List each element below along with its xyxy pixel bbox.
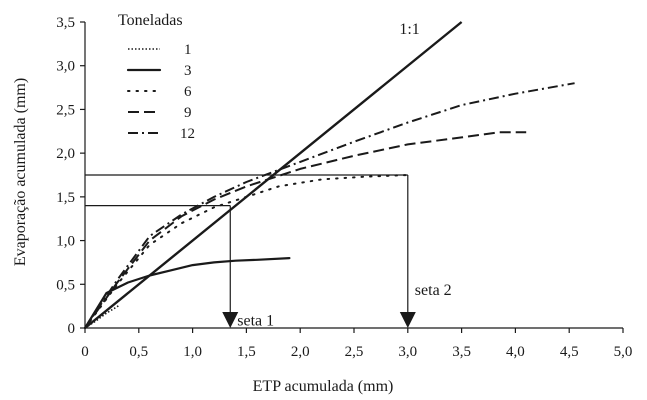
legend-label-6: 6	[184, 84, 192, 100]
legend-label-3: 3	[184, 63, 192, 79]
legend-label-12: 12	[180, 126, 195, 142]
legend-label-1: 1	[184, 42, 192, 58]
y-tick-label: 1,5	[56, 190, 75, 206]
legend-label-9: 9	[184, 105, 192, 121]
x-tick-label: 3,5	[452, 344, 471, 360]
annotation-seta-1-arrowhead	[222, 312, 238, 328]
x-ticks: 0 0,5 1,0 1,5 2,0 2,5 3,0 3,5 4,0 4,5 5,0	[81, 328, 632, 360]
annotation-seta-2-arrowhead	[400, 312, 416, 328]
annotation-seta-1-label: seta 1	[237, 313, 274, 330]
y-tick-label: 3,0	[56, 59, 75, 75]
x-tick-label: 0	[81, 344, 89, 360]
y-ticks: 0 0,5 1,0 1,5 2,0 2,5 3,0 3,5	[56, 15, 85, 337]
reference-line-label: 1:1	[399, 21, 419, 38]
legend-items: 1 3 6 9 12	[128, 42, 195, 142]
series-line-9	[85, 132, 526, 328]
y-tick-label: 0	[68, 321, 76, 337]
y-tick-label: 2,0	[56, 146, 75, 162]
annotation-seta-2: seta 2	[85, 175, 452, 328]
x-tick-label: 2,5	[345, 344, 364, 360]
x-axis-title: ETP acumulada (mm)	[253, 378, 394, 395]
y-tick-label: 2,5	[56, 102, 75, 118]
x-tick-label: 1,5	[237, 344, 256, 360]
annotations: seta 1 seta 2	[85, 175, 452, 330]
legend: Toneladas 1 3 6 9 12	[118, 12, 195, 142]
x-tick-label: 4,5	[560, 344, 579, 360]
x-tick-label: 4,0	[506, 344, 525, 360]
x-tick-label: 3,0	[398, 344, 417, 360]
x-tick-label: 1,0	[183, 344, 202, 360]
y-tick-label: 3,5	[56, 15, 75, 31]
legend-title: Toneladas	[118, 12, 183, 29]
x-tick-label: 2,0	[291, 344, 310, 360]
axes: 0 0,5 1,0 1,5 2,0 2,5 3,0 3,5 4,0 4,5 5,0 0 0,5 1,0 1…	[56, 15, 632, 360]
annotation-seta-2-label: seta 2	[415, 282, 452, 299]
y-axis-title: Evaporação acumulada (mm)	[12, 78, 29, 266]
x-tick-label: 5,0	[614, 344, 633, 360]
y-tick-label: 0,5	[56, 277, 75, 293]
y-tick-label: 1,0	[56, 234, 75, 250]
x-tick-label: 0,5	[129, 344, 148, 360]
